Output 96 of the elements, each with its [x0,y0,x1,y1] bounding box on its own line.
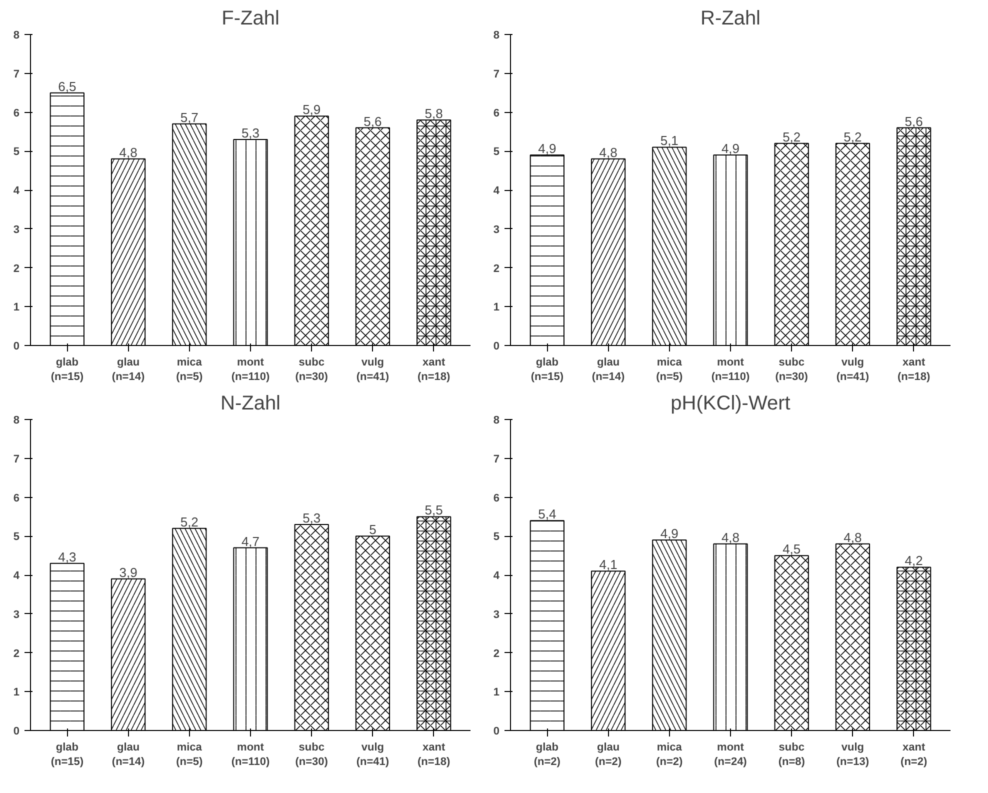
x-tick-label: mont (n=110) [711,356,750,383]
y-tick-label: 1 [13,302,20,314]
data-label: 5,2 [782,129,801,144]
x-tick-label: vulg (n=13) [836,742,870,768]
y-tick-label: 0 [13,726,20,738]
chart-title: pH(KCl)-Wert [670,392,791,414]
data-label: 5 [369,522,376,538]
y-tick-label: 8 [13,30,20,42]
y-tick-label: 6 [493,492,500,504]
x-tick-label: glab (n=15) [50,356,84,383]
data-label: 4,5 [782,542,801,557]
x-tick-label: mont (n=110) [231,356,270,383]
y-tick-label: 7 [13,453,20,466]
y-tick-label: 3 [493,224,500,236]
y-tick-label: 2 [13,648,20,660]
x-tick-label: subc (n=30) [295,742,328,768]
y-tick-label: 1 [493,686,500,699]
data-label: 4,9 [538,141,556,156]
y-tick-label: 6 [493,107,500,120]
x-tick-label: vulg (n=41) [356,356,390,383]
y-tick-label: 4 [13,185,20,197]
data-label: 4,1 [599,557,618,572]
y-tick-label: 4 [493,570,500,582]
data-label: 5,1 [660,133,678,148]
x-tick-label: glab (n=2) [534,742,561,768]
data-label: 4,3 [58,549,76,564]
x-tick-label: glab (n=15) [530,356,564,383]
x-tick-label: glab (n=15) [50,742,84,768]
x-tick-label: xant (n=18) [417,742,451,768]
data-label: 6,5 [58,78,76,94]
x-tick-label: vulg (n=41) [356,742,390,768]
data-label: 4,8 [599,144,618,160]
y-tick-label: 0 [493,726,500,738]
y-tick-label: 8 [493,414,500,426]
chart-title: R-Zahl [700,8,761,30]
x-tick-label: glau (n=14) [112,742,145,768]
y-tick-label: 1 [13,686,20,699]
x-tick-label: subc (n=30) [775,356,808,383]
x-tick-label: glau (n=14) [112,356,145,383]
data-label: 5,3 [241,125,260,140]
data-label: 4,8 [119,144,138,160]
x-tick-label: mont (n=24) [714,742,748,768]
y-tick-label: 7 [493,68,500,80]
data-label: 5,5 [424,502,443,518]
x-tick-label: mica (n=2) [656,742,684,768]
data-label: 3,9 [119,564,138,580]
x-tick-label: xant (n=18) [417,356,451,383]
data-label: 5,2 [844,129,862,144]
x-tick-label: vulg (n=41) [836,356,870,383]
y-tick-label: 4 [13,570,20,582]
data-label: 5,4 [538,506,556,522]
y-tick-label: 5 [13,146,20,158]
y-tick-label: 2 [13,262,20,275]
data-label: 5,7 [180,110,198,125]
y-tick-label: 1 [493,302,500,314]
x-tick-label: glau (n=14) [592,356,625,383]
y-tick-label: 4 [493,185,500,197]
data-label: 5,3 [302,510,321,526]
x-tick-label: subc (n=8) [778,742,806,768]
x-tick-label: mica (n=5) [176,356,204,383]
data-label: 5,6 [364,114,382,129]
data-label: 4,9 [660,526,678,542]
chart-title: N-Zahl [220,392,281,414]
y-tick-label: 2 [493,648,500,660]
y-tick-label: 5 [13,531,20,544]
y-tick-label: 7 [493,453,500,466]
y-tick-label: 7 [13,68,20,80]
data-label: 4,8 [844,530,862,545]
x-tick-label: subc (n=30) [295,356,328,383]
x-tick-label: glau (n=2) [594,742,622,768]
y-tick-label: 5 [493,146,500,158]
x-tick-label: mont (n=110) [231,742,270,768]
y-tick-label: 8 [13,414,20,426]
data-label: 5,9 [302,102,321,118]
y-tick-label: 2 [493,262,500,275]
data-label: 5,2 [180,514,198,530]
y-tick-label: 6 [13,107,20,120]
x-tick-label: xant (n=2) [900,742,928,768]
y-tick-label: 0 [13,340,20,352]
y-tick-label: 8 [493,30,500,42]
y-tick-label: 3 [13,224,20,236]
x-tick-label: mica (n=5) [656,356,684,383]
data-label: 4,9 [721,141,740,156]
data-label: 4,2 [904,553,923,568]
data-label: 4,7 [241,534,260,549]
y-tick-label: 0 [493,340,500,352]
y-tick-label: 6 [13,492,20,504]
y-tick-label: 3 [493,608,500,621]
x-tick-label: xant (n=18) [897,356,931,383]
chart-title: F-Zahl [222,8,280,30]
data-label: 5,6 [904,114,923,129]
data-label: 4,8 [721,530,740,545]
y-tick-label: 3 [13,608,20,621]
y-tick-label: 5 [493,531,500,544]
data-label: 5,8 [424,106,443,122]
x-tick-label: mica (n=5) [176,742,204,768]
